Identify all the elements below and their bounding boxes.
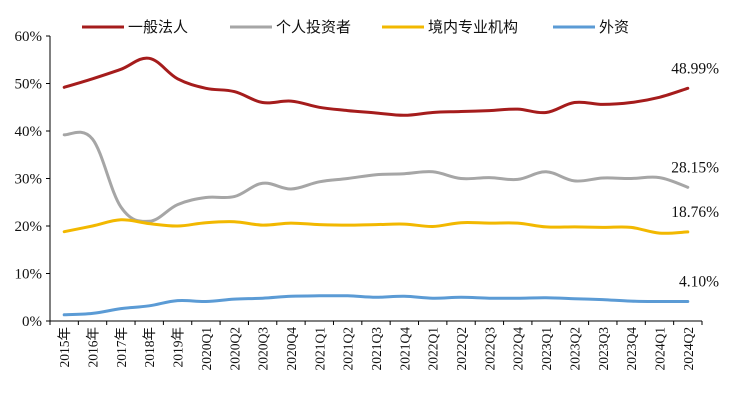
x-tick-label: 2024Q2 [681,327,696,371]
end-value-label-individual-investors: 28.15% [671,159,719,176]
x-tick-label: 2023Q2 [567,327,582,371]
x-tick-label: 2022Q2 [454,327,469,371]
series-line-domestic-institutions [62,218,690,235]
legend-label-individual-investors: 个人投资者 [276,18,351,36]
x-tick-label: 2022Q1 [426,327,441,371]
x-tick-label: 2017年 [114,327,129,368]
x-tick-label: 2021Q2 [341,327,356,371]
x-tick-label: 2020Q2 [227,327,242,371]
series-line-individual-investors [62,130,690,223]
x-tick-label: 2023Q1 [539,327,554,371]
series-line-foreign-capital [62,294,690,317]
x-tick-label: 2018年 [142,327,157,368]
end-value-label-general-corporate: 48.99% [671,60,719,77]
x-tick-label: 2021Q3 [369,327,384,371]
x-tick-label: 2015年 [57,327,72,368]
x-tick-label: 2024Q1 [652,327,667,371]
y-tick-label: 40% [15,124,43,140]
y-tick-label: 0% [22,314,42,330]
y-tick-label: 50% [15,77,43,93]
x-tick-label: 2020Q3 [256,327,271,371]
y-tick-label: 10% [15,267,43,283]
data-labels: 48.99% 28.15% 18.76% 4.10% [671,60,719,290]
x-tick-label: 2021Q1 [312,327,327,371]
x-tick-label: 2022Q4 [511,327,526,371]
legend-label-general-corporate: 一般法人 [128,18,188,36]
y-tick-label: 60% [15,29,43,45]
series-lines [62,56,690,317]
x-tick-label: 2023Q3 [596,327,611,371]
legend-label-foreign-capital: 外资 [599,18,629,36]
x-tick-label: 2021Q4 [397,327,412,371]
x-tick-label: 2023Q4 [624,327,639,371]
y-tick-label: 30% [15,172,43,188]
x-tick-label: 2019年 [171,327,186,368]
y-tick-label: 20% [15,219,43,235]
x-tick-label: 2020Q1 [199,327,214,371]
x-tick-label: 2020Q4 [284,327,299,371]
x-tick-label: 2016年 [86,327,101,368]
series-line-general-corporate [62,56,690,117]
axes: 0% 10% 20% 30% 40% 50% 60% 2015年 2016年 2017年 2018年… [15,29,703,371]
legend: 一般法人 个人投资者 境内专业机构 外资 [82,18,629,36]
x-tick-label: 2022Q3 [482,327,497,371]
legend-label-domestic-institutions: 境内专业机构 [428,18,518,36]
end-value-label-foreign-capital: 4.10% [679,274,719,291]
end-value-label-domestic-institutions: 18.76% [671,204,719,221]
